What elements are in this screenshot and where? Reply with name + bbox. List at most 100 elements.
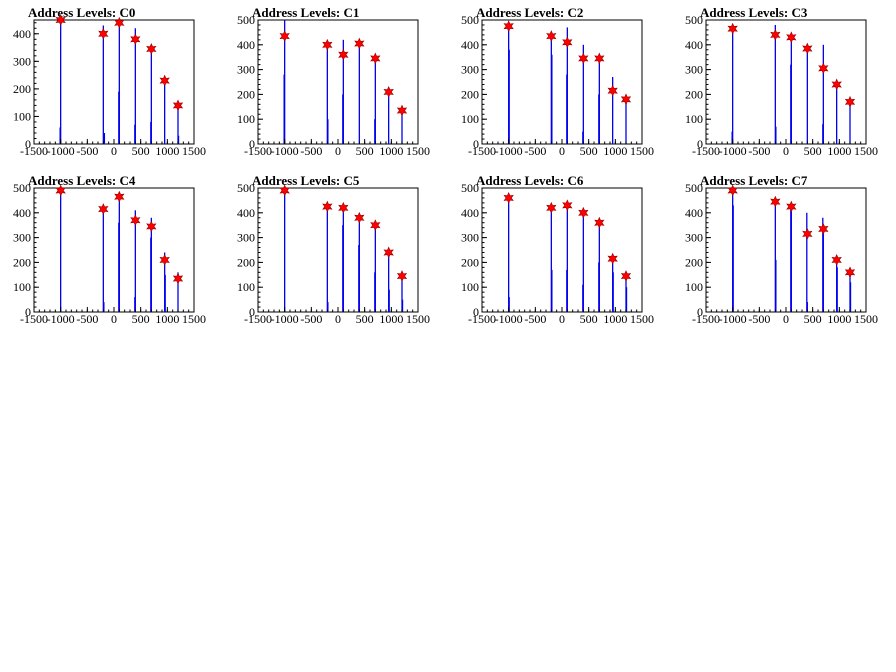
peak-marker-star <box>279 184 290 197</box>
x-tick-label: 500 <box>580 144 598 158</box>
x-tick-label: 0 <box>335 144 341 158</box>
x-tick-label: 500 <box>132 312 150 326</box>
peak-marker-star <box>146 42 157 55</box>
peak-marker-star <box>338 201 349 214</box>
y-tick-label: 200 <box>685 87 703 101</box>
x-tick-label: 1500 <box>630 312 654 326</box>
y-tick-label: 400 <box>13 206 31 220</box>
x-tick-label: 1500 <box>854 144 878 158</box>
y-tick-label: 100 <box>461 112 479 126</box>
x-tick-label: -1000 <box>47 144 75 158</box>
x-tick-label: -1500 <box>692 312 720 326</box>
peak-marker-star <box>607 84 618 97</box>
chart-title: Address Levels: C4 <box>28 173 136 188</box>
y-tick-label: 500 <box>461 181 479 195</box>
chart-panel: Address Levels: C20100200300400500-1500-… <box>461 5 654 158</box>
y-tick-label: 100 <box>237 280 255 294</box>
x-tick-label: 0 <box>559 312 565 326</box>
peak-marker-star <box>844 266 856 279</box>
peak-marker-star <box>844 95 856 108</box>
y-tick-label: 400 <box>685 38 703 52</box>
y-tick-label: 300 <box>685 63 703 77</box>
chart-title: Address Levels: C2 <box>476 5 583 20</box>
plot-frame <box>705 19 867 145</box>
chart-panel: Address Levels: C70100200300400500-1500-… <box>685 173 878 326</box>
y-tick-label: 500 <box>685 181 703 195</box>
y-tick-label: 300 <box>237 63 255 77</box>
x-tick-label: -500 <box>300 144 322 158</box>
peak-marker-star <box>354 37 365 50</box>
y-tick-label: 400 <box>461 206 479 220</box>
x-tick-label: 1000 <box>603 144 627 158</box>
peak-marker-star <box>770 195 781 208</box>
y-tick-label: 100 <box>13 280 31 294</box>
peak-marker-star <box>159 74 170 87</box>
y-tick-label: 400 <box>461 38 479 52</box>
x-tick-label: -500 <box>300 312 322 326</box>
peak-marker-star <box>620 270 632 282</box>
chart-title: Address Levels: C3 <box>700 5 808 20</box>
y-tick-label: 300 <box>685 231 703 245</box>
y-tick-label: 400 <box>237 206 255 220</box>
x-tick-label: 0 <box>559 144 565 158</box>
peak-marker-star <box>620 93 632 106</box>
y-tick-label: 500 <box>237 13 255 27</box>
x-tick-label: -1500 <box>20 144 48 158</box>
x-tick-label: 0 <box>111 312 117 326</box>
x-tick-label: 1000 <box>155 144 179 158</box>
chart-title: Address Levels: C7 <box>700 173 808 188</box>
peak-marker-star <box>146 220 157 233</box>
x-tick-label: 1000 <box>603 312 627 326</box>
x-tick-label: -1500 <box>244 312 272 326</box>
peak-marker-star <box>594 52 605 65</box>
peak-marker-star <box>594 216 605 229</box>
y-tick-label: 100 <box>461 280 479 294</box>
y-tick-label: 100 <box>685 112 703 126</box>
peak-marker-star <box>130 214 141 227</box>
peak-marker-star <box>831 253 842 266</box>
x-tick-label: 0 <box>783 144 789 158</box>
peak-marker-star <box>98 203 109 216</box>
x-tick-label: 1000 <box>827 144 851 158</box>
x-tick-label: -500 <box>524 144 546 158</box>
x-tick-label: 1500 <box>182 144 206 158</box>
y-tick-label: 0 <box>25 137 31 151</box>
x-tick-label: -1500 <box>468 312 496 326</box>
peak-marker-star <box>562 36 573 49</box>
y-tick-label: 400 <box>13 27 31 41</box>
x-tick-label: 500 <box>804 144 822 158</box>
plot-frame <box>705 187 867 313</box>
x-tick-label: 1500 <box>854 312 878 326</box>
chart-panel: Address Levels: C0 0 100 200 300 400 -1500-100… <box>13 5 206 158</box>
peak-marker-star <box>279 30 290 43</box>
plot-frame <box>481 187 643 313</box>
y-tick-label: 0 <box>697 137 703 151</box>
y-tick-label: 200 <box>13 82 31 96</box>
y-tick-label: 100 <box>685 280 703 294</box>
y-tick-label: 0 <box>473 305 479 319</box>
y-tick-label: 200 <box>461 255 479 269</box>
y-tick-label: 300 <box>13 54 31 68</box>
y-tick-label: 0 <box>697 305 703 319</box>
x-tick-label: -500 <box>748 144 770 158</box>
y-tick-label: 100 <box>13 109 31 123</box>
y-tick-label: 500 <box>461 13 479 27</box>
peak-marker-star <box>818 62 829 75</box>
x-tick-label: 500 <box>356 312 374 326</box>
peak-marker-star <box>322 200 333 213</box>
peak-marker-star <box>607 252 618 265</box>
peak-marker-star <box>396 104 408 117</box>
y-tick-label: 400 <box>237 38 255 52</box>
plot-frame <box>257 187 419 313</box>
peak-marker-star <box>503 20 514 33</box>
x-tick-label: -500 <box>748 312 770 326</box>
chart-title: Address Levels: C5 <box>252 173 360 188</box>
x-tick-label: -1000 <box>495 144 523 158</box>
peak-marker-star <box>802 42 813 55</box>
y-tick-label: 300 <box>461 231 479 245</box>
peak-marker-star <box>114 16 125 29</box>
x-tick-label: 500 <box>132 144 150 158</box>
peak-marker-star <box>322 38 333 51</box>
chart-title: Address Levels: C6 <box>476 173 584 188</box>
chart-panel: Address Levels: C50100200300400500-1500-… <box>237 173 430 326</box>
